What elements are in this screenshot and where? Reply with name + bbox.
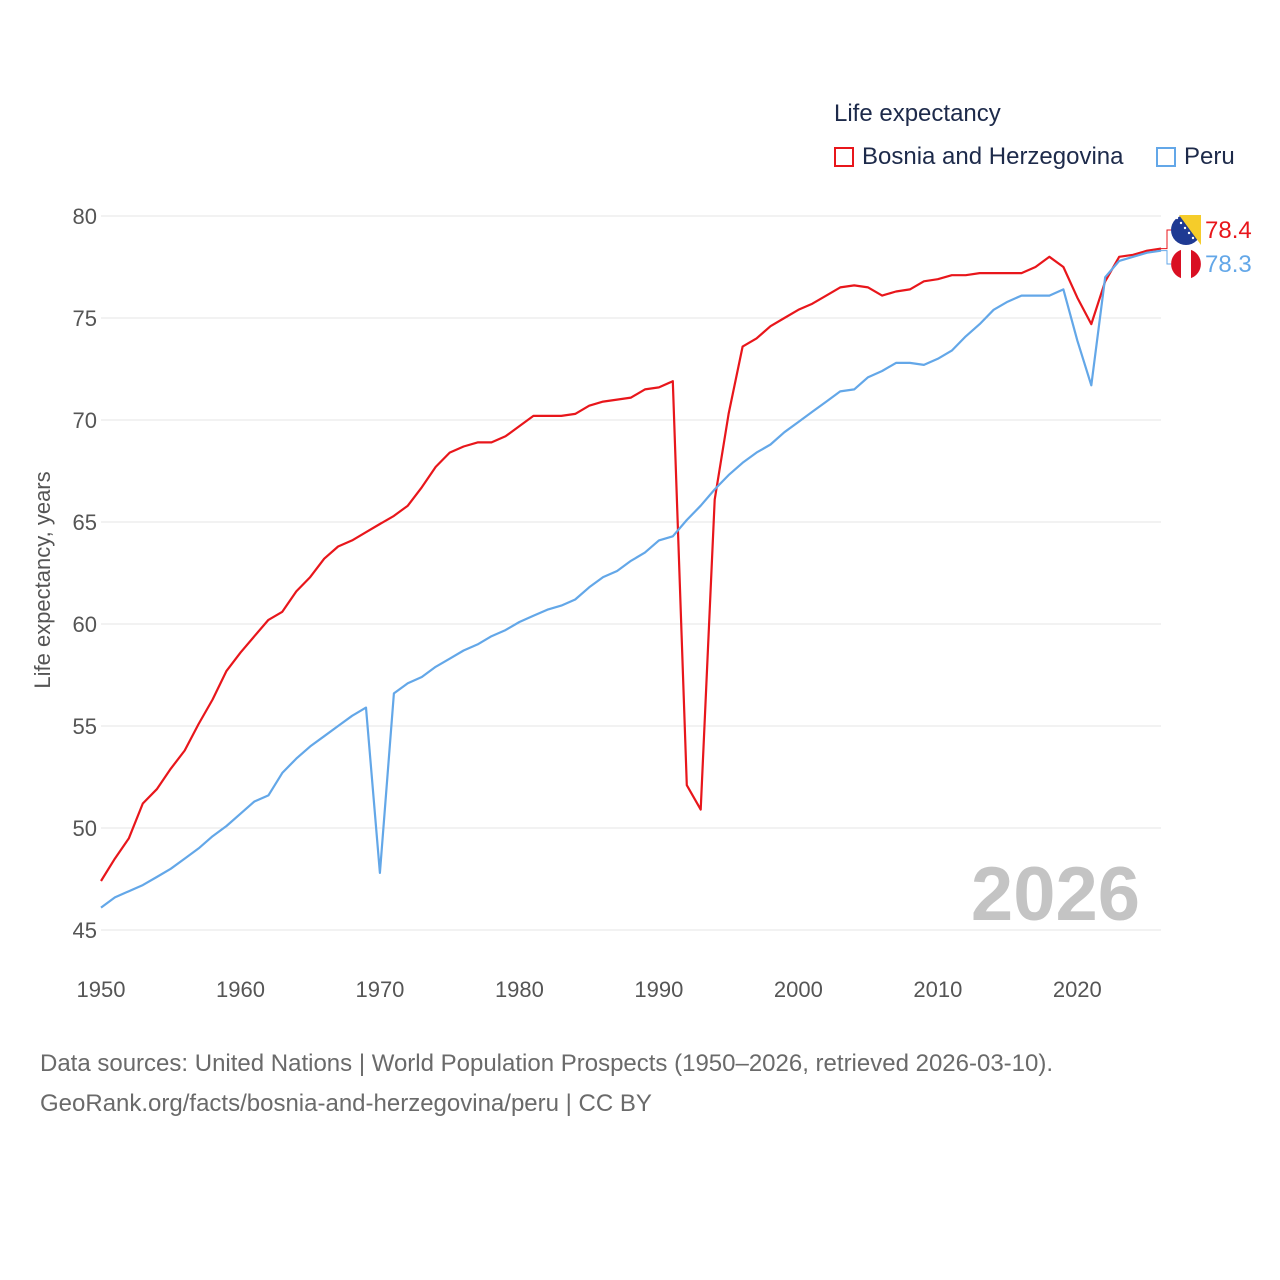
y-tick-label: 75 — [73, 306, 97, 331]
x-tick-label: 2010 — [913, 977, 962, 1002]
series-lines — [100, 247, 1162, 909]
y-axis-label: Life expectancy, years — [30, 471, 55, 688]
footer-link[interactable]: GeoRank.org/facts/bosnia-and-herzegovina… — [40, 1090, 652, 1117]
legend-swatch-peru — [1156, 147, 1176, 167]
y-tick-label: 50 — [73, 816, 97, 841]
grid-lines — [101, 215, 1161, 931]
x-tick-label: 1960 — [216, 977, 265, 1002]
y-tick-label: 45 — [73, 918, 97, 943]
legend-label-bosnia: Bosnia and Herzegovina — [862, 143, 1124, 170]
year-watermark: 2026 — [971, 852, 1140, 937]
end-label-1: 78.3 — [1205, 251, 1252, 278]
end-labels: 78.4 78.3 — [1161, 215, 1252, 279]
legend-item-bosnia[interactable]: Bosnia and Herzegovina — [834, 143, 1124, 171]
x-axis-ticks: 1950 1960 1970 1980 1990 2000 2010 2020 — [77, 977, 1102, 1002]
legend-item-peru[interactable]: Peru — [1156, 143, 1235, 171]
x-tick-label: 1990 — [634, 977, 683, 1002]
connector-1 — [1161, 250, 1171, 265]
y-tick-label: 60 — [73, 612, 97, 637]
x-tick-label: 2000 — [774, 977, 823, 1002]
x-tick-label: 1970 — [355, 977, 404, 1002]
series-line-1[interactable] — [100, 249, 1162, 909]
x-tick-label: 1980 — [495, 977, 544, 1002]
series-line-0[interactable] — [100, 247, 1162, 882]
bosnia-flag-icon — [1171, 215, 1201, 245]
legend-swatch-bosnia — [834, 147, 854, 167]
y-tick-label: 65 — [73, 510, 97, 535]
y-axis-ticks: 45 50 55 60 65 70 75 80 — [73, 204, 97, 943]
end-label-0: 78.4 — [1205, 217, 1252, 244]
y-tick-label: 70 — [73, 408, 97, 433]
connector-0 — [1161, 229, 1171, 250]
x-tick-label: 1950 — [77, 977, 126, 1002]
y-tick-label: 55 — [73, 714, 97, 739]
legend-label-peru: Peru — [1184, 143, 1235, 170]
legend-title: Life expectancy — [834, 100, 1001, 127]
footer: Data sources: United Nations | World Pop… — [40, 1044, 1053, 1124]
peru-flag-icon — [1171, 249, 1201, 279]
y-tick-label: 80 — [73, 204, 97, 229]
footer-sources: Data sources: United Nations | World Pop… — [40, 1050, 1054, 1077]
x-tick-label: 2020 — [1053, 977, 1102, 1002]
